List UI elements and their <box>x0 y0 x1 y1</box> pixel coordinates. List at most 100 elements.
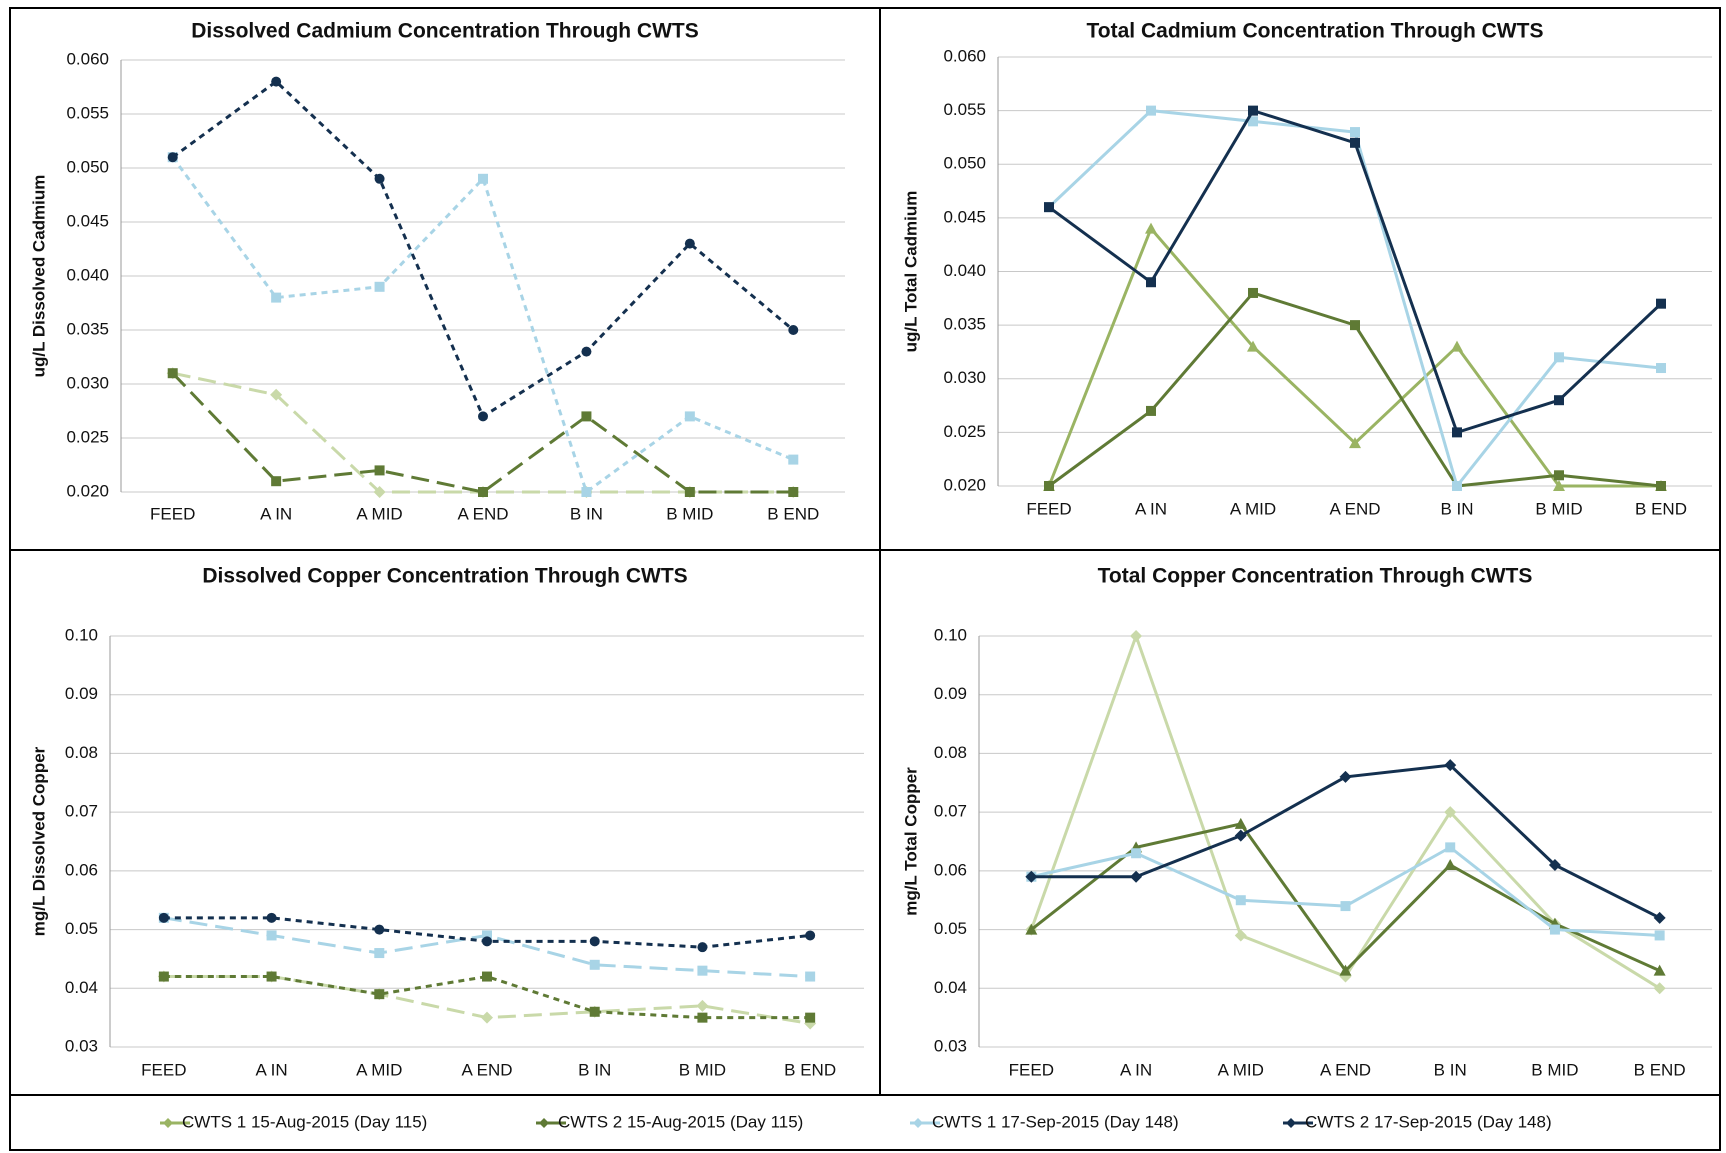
series-line <box>1047 109 1662 490</box>
data-point <box>374 281 385 292</box>
data-point <box>697 965 708 976</box>
series-line <box>171 156 794 495</box>
data-point <box>1654 930 1665 941</box>
y-tick-label: 0.060 <box>66 49 109 68</box>
data-point <box>271 76 282 87</box>
data-point <box>374 924 385 935</box>
x-tick-label: B END <box>1635 499 1687 518</box>
data-point <box>374 465 385 476</box>
y-tick-label: 0.025 <box>66 427 109 446</box>
data-point <box>1130 630 1143 642</box>
data-point <box>697 942 708 953</box>
legend-label: CWTS 2 15-Aug-2015 (Day 115) <box>558 1112 803 1131</box>
x-tick-label: B MID <box>679 1060 726 1079</box>
x-tick-label: A MID <box>356 1060 402 1079</box>
y-tick-label: 0.040 <box>66 265 109 284</box>
x-tick-label: FEED <box>1009 1060 1054 1079</box>
y-tick-label: 0.035 <box>943 315 986 334</box>
data-point <box>1554 395 1564 406</box>
y-axis-label: ug/L Total Cadmium <box>901 191 920 353</box>
data-point <box>581 411 592 422</box>
data-point <box>482 936 492 947</box>
data-point <box>581 346 592 357</box>
x-tick-label: A END <box>1320 1060 1371 1079</box>
data-point <box>805 1012 816 1023</box>
y-tick-label: 0.09 <box>934 684 967 703</box>
series-line <box>172 371 794 494</box>
data-point <box>1444 858 1457 870</box>
data-point <box>589 1006 600 1017</box>
data-point <box>158 971 169 982</box>
legend-label: CWTS 1 15-Aug-2015 (Day 115) <box>182 1112 427 1131</box>
x-tick-label: B IN <box>1434 1060 1467 1079</box>
y-tick-label: 0.08 <box>934 743 967 762</box>
series-line <box>1030 822 1661 973</box>
chart-title: Total Copper Concentration Through CWTS <box>1098 565 1533 588</box>
data-point <box>1656 298 1666 309</box>
data-point <box>788 487 799 497</box>
series-line <box>163 975 811 1020</box>
legend-marker <box>163 1118 173 1128</box>
data-point <box>266 971 277 982</box>
x-tick-label: B IN <box>1440 499 1473 518</box>
x-tick-label: A IN <box>1135 499 1167 518</box>
y-tick-label: 0.05 <box>934 919 967 938</box>
y-tick-label: 0.04 <box>934 978 967 997</box>
data-point <box>271 292 282 303</box>
data-point <box>1349 437 1361 449</box>
series-line <box>171 79 795 419</box>
y-tick-label: 0.035 <box>66 319 109 338</box>
y-tick-label: 0.08 <box>65 743 98 762</box>
data-point <box>1444 806 1457 819</box>
data-point <box>1549 924 1560 935</box>
x-tick-label: A END <box>461 1060 512 1079</box>
y-tick-label: 0.03 <box>65 1036 98 1055</box>
legend-marker <box>1286 1118 1296 1128</box>
data-point <box>1247 340 1259 352</box>
data-point <box>1445 842 1456 853</box>
data-point <box>1656 363 1666 374</box>
y-tick-label: 0.07 <box>934 802 967 821</box>
data-point <box>1025 923 1038 935</box>
y-tick-label: 0.030 <box>943 368 986 387</box>
y-tick-label: 0.040 <box>943 261 986 280</box>
data-point <box>589 936 600 947</box>
y-tick-label: 0.030 <box>66 373 109 392</box>
data-point <box>1248 287 1258 298</box>
y-tick-label: 0.055 <box>943 100 986 119</box>
page-frame <box>9 7 1721 1151</box>
data-point <box>1451 340 1463 352</box>
y-tick-label: 0.020 <box>943 475 986 494</box>
y-axis-label: mg/L Dissolved Copper <box>29 746 48 936</box>
data-point <box>788 454 799 465</box>
data-point <box>1653 964 1666 976</box>
y-tick-label: 0.04 <box>65 978 98 997</box>
data-point <box>481 1011 493 1024</box>
data-point <box>374 989 385 1000</box>
y-tick-label: 0.06 <box>65 860 98 879</box>
legend-marker <box>913 1118 923 1128</box>
data-point <box>581 487 592 497</box>
data-point <box>1044 202 1054 213</box>
chart-title: Total Cadmium Concentration Through CWTS <box>1087 20 1544 43</box>
data-point <box>697 1012 708 1023</box>
data-point <box>1656 481 1666 491</box>
x-tick-label: B END <box>1634 1060 1686 1079</box>
data-point <box>1548 858 1561 871</box>
data-point <box>1452 481 1462 491</box>
data-point <box>1452 427 1462 438</box>
x-tick-label: B MID <box>1535 499 1582 518</box>
x-tick-label: A MID <box>356 504 402 523</box>
series-line <box>1031 845 1660 937</box>
y-axis-label: mg/L Total Copper <box>901 767 920 916</box>
data-point <box>1130 870 1143 883</box>
data-point <box>478 411 488 422</box>
data-point <box>167 368 178 379</box>
data-point <box>1350 320 1360 331</box>
y-tick-label: 0.045 <box>943 207 986 226</box>
x-tick-label: FEED <box>141 1060 186 1079</box>
data-point <box>1248 116 1258 127</box>
data-point <box>1554 470 1564 481</box>
data-point <box>1146 405 1156 416</box>
